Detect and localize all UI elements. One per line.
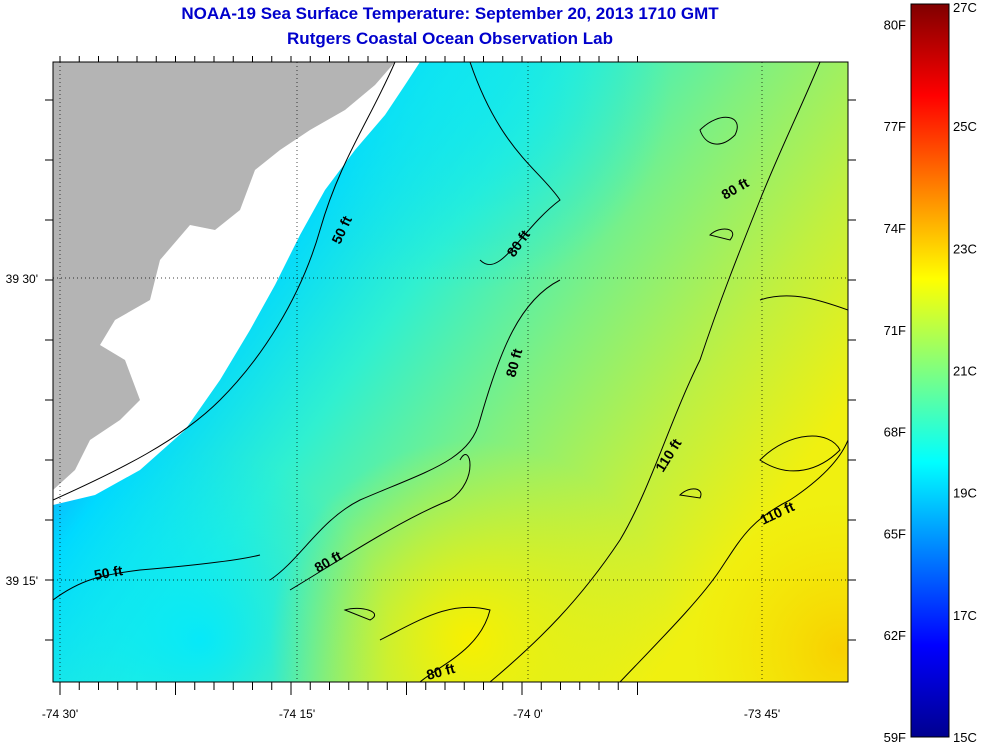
colorbar-label-c: 21C [953,364,977,379]
contour-label: 80 ft [425,660,457,683]
depth-contours [53,62,848,682]
colorbar-label-c: 19C [953,486,977,501]
map-subtitle: Rutgers Coastal Ocean Observation Lab [287,29,613,48]
colorbar-label-f: 80F [884,17,906,32]
colorbar-label-f: 59F [884,730,906,745]
map-title: NOAA-19 Sea Surface Temperature: Septemb… [181,4,719,23]
colorbar-label-c: 25C [953,119,977,134]
colorbar-label-c: 15C [953,730,977,745]
colorbar-label-f: 65F [884,526,906,541]
graticule [53,62,848,682]
colorbar-label-c: 17C [953,608,977,623]
axis-ticks [45,56,856,695]
lat-label: 39 30' [6,272,38,286]
colorbar-label-f: 68F [884,425,906,440]
colorbar-label-c: 27C [953,0,977,15]
contour-label: 50 ft [93,562,124,583]
lon-label: -74 0' [513,707,543,721]
lat-label: 39 15' [6,574,38,588]
lon-label: -73 45' [744,707,780,721]
map-frame [52,61,849,683]
colorbar-label-c: 23C [953,241,977,256]
lon-label: -74 15' [279,707,315,721]
colorbar-scale [910,3,950,738]
longitude-labels: -74 30' -74 15' -74 0' -73 45' [42,707,780,721]
colorbar-label-f: 77F [884,119,906,134]
colorbar: 80F 77F 74F 71F 68F 65F 62F 59F 27C 25C 23C 21C 19C… [884,0,977,745]
contour-label: 80 ft [502,347,525,379]
land [53,62,395,490]
colorbar-label-f: 62F [884,628,906,643]
colorbar-label-f: 74F [884,221,906,236]
latitude-labels: 39 30' 39 15' [6,272,38,588]
lon-label: -74 30' [42,707,78,721]
colorbar-label-f: 71F [884,323,906,338]
